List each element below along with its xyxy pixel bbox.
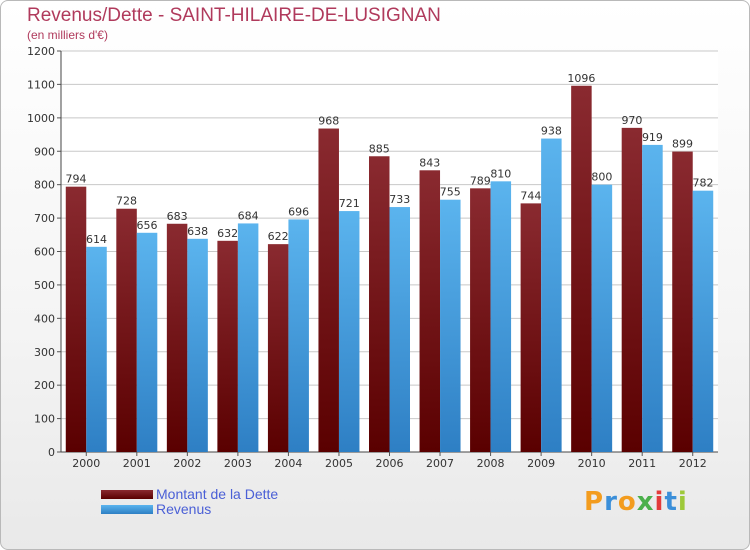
y-tick-label: 500 bbox=[34, 279, 55, 292]
data-label-dette: 1096 bbox=[567, 72, 595, 85]
bar-dette bbox=[318, 128, 339, 452]
legend-label-dette: Montant de la Dette bbox=[156, 486, 279, 502]
legend-swatch-revenus bbox=[101, 505, 153, 514]
x-tick-label: 2005 bbox=[325, 457, 353, 470]
logo-letter: r bbox=[604, 487, 618, 517]
x-tick-label: 2006 bbox=[376, 457, 404, 470]
legend-swatch-dette bbox=[101, 490, 153, 499]
bar-revenus bbox=[187, 238, 208, 452]
bar-dette bbox=[672, 151, 693, 452]
data-label-dette: 843 bbox=[419, 156, 440, 169]
y-tick-label: 900 bbox=[34, 145, 55, 158]
data-label-revenus: 656 bbox=[137, 219, 158, 232]
bar-revenus bbox=[338, 211, 360, 452]
data-label-revenus: 733 bbox=[389, 193, 410, 206]
y-tick-label: 1100 bbox=[27, 78, 55, 91]
y-tick-label: 800 bbox=[34, 179, 55, 192]
bar-dette bbox=[369, 156, 390, 452]
logo-letter: t bbox=[664, 487, 678, 517]
x-tick-label: 2004 bbox=[274, 457, 302, 470]
logo-letter: P bbox=[584, 487, 605, 517]
data-label-revenus: 810 bbox=[490, 167, 511, 180]
x-tick-label: 2011 bbox=[628, 457, 656, 470]
bar-dette bbox=[520, 203, 542, 452]
bar-revenus bbox=[237, 223, 259, 452]
x-tick-label: 2002 bbox=[173, 457, 201, 470]
data-label-dette: 970 bbox=[621, 114, 642, 127]
bar-revenus bbox=[136, 232, 158, 452]
x-tick-label: 2003 bbox=[224, 457, 252, 470]
data-label-dette: 744 bbox=[520, 189, 541, 202]
logo-letter: x bbox=[636, 487, 655, 517]
y-tick-label: 1200 bbox=[27, 45, 55, 58]
data-label-dette: 968 bbox=[318, 115, 339, 128]
data-label-revenus: 800 bbox=[591, 171, 612, 184]
bar-dette bbox=[470, 188, 491, 452]
data-label-dette: 728 bbox=[116, 195, 137, 208]
bar-dette bbox=[217, 240, 238, 452]
bar-dette bbox=[571, 85, 592, 453]
bar-dette bbox=[65, 186, 87, 452]
data-label-revenus: 755 bbox=[440, 186, 461, 199]
x-tick-label: 2010 bbox=[578, 457, 606, 470]
bar-revenus bbox=[389, 207, 410, 452]
bar-revenus bbox=[642, 144, 663, 453]
data-label-dette: 683 bbox=[167, 210, 188, 223]
logo-letter: i bbox=[654, 487, 665, 517]
data-label-dette: 794 bbox=[66, 173, 87, 186]
y-tick-label: 1000 bbox=[27, 112, 55, 125]
y-tick-label: 700 bbox=[34, 212, 55, 225]
data-label-revenus: 938 bbox=[541, 125, 562, 138]
y-tick-label: 300 bbox=[34, 346, 55, 359]
bar-revenus bbox=[440, 199, 461, 452]
bar-dette bbox=[116, 208, 137, 452]
data-label-revenus: 684 bbox=[238, 209, 259, 222]
y-tick-label: 0 bbox=[48, 446, 55, 459]
data-label-dette: 632 bbox=[217, 227, 238, 240]
x-tick-label: 2000 bbox=[72, 457, 100, 470]
logo-letter: o bbox=[617, 487, 637, 517]
proxiti-logo: Proxiti bbox=[584, 487, 688, 517]
data-label-revenus: 614 bbox=[86, 233, 107, 246]
bar-revenus bbox=[541, 138, 562, 452]
x-tick-label: 2008 bbox=[477, 457, 505, 470]
y-tick-label: 600 bbox=[34, 246, 55, 259]
data-label-revenus: 638 bbox=[187, 225, 208, 238]
x-tick-label: 2001 bbox=[123, 457, 151, 470]
bar-revenus bbox=[86, 246, 107, 452]
bar-dette bbox=[166, 223, 188, 452]
x-tick-label: 2012 bbox=[679, 457, 707, 470]
bar-revenus bbox=[692, 190, 714, 452]
data-label-revenus: 696 bbox=[288, 205, 309, 218]
data-label-revenus: 721 bbox=[339, 197, 360, 210]
data-label-dette: 899 bbox=[672, 138, 693, 151]
data-label-revenus: 782 bbox=[692, 177, 713, 190]
bar-dette bbox=[267, 244, 289, 452]
legend-label-revenus: Revenus bbox=[156, 501, 212, 517]
bar-revenus bbox=[288, 219, 309, 452]
chart-title: Revenus/Dette - SAINT-HILAIRE-DE-LUSIGNA… bbox=[27, 5, 441, 26]
data-label-dette: 885 bbox=[369, 142, 390, 155]
x-tick-label: 2007 bbox=[426, 457, 454, 470]
data-label-revenus: 919 bbox=[642, 131, 663, 144]
bar-revenus bbox=[490, 181, 512, 452]
bar-dette bbox=[419, 170, 441, 453]
chart-subtitle: (en milliers d'€) bbox=[27, 28, 108, 42]
bar-dette bbox=[621, 127, 643, 452]
y-tick-label: 200 bbox=[34, 379, 55, 392]
data-label-dette: 622 bbox=[268, 230, 289, 243]
y-tick-label: 100 bbox=[34, 413, 55, 426]
bar-revenus bbox=[591, 184, 613, 452]
x-tick-label: 2009 bbox=[527, 457, 555, 470]
logo-letter: i bbox=[677, 487, 688, 517]
y-tick-label: 400 bbox=[34, 312, 55, 325]
data-label-dette: 789 bbox=[470, 174, 491, 187]
